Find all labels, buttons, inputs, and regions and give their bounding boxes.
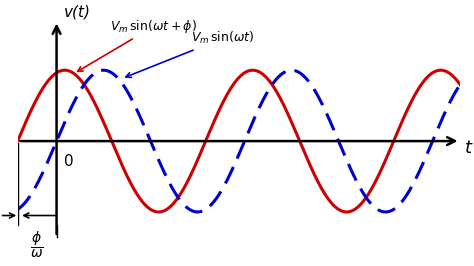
- Text: v(t): v(t): [64, 4, 91, 19]
- Text: $\dfrac{\phi}{\omega}$: $\dfrac{\phi}{\omega}$: [30, 230, 44, 260]
- Text: t: t: [465, 139, 472, 157]
- Text: 0: 0: [64, 154, 73, 169]
- Text: $V_m\,\sin(\omega t)$: $V_m\,\sin(\omega t)$: [126, 30, 255, 77]
- Text: $V_m\,\sin(\omega t+\phi)$: $V_m\,\sin(\omega t+\phi)$: [78, 18, 198, 71]
